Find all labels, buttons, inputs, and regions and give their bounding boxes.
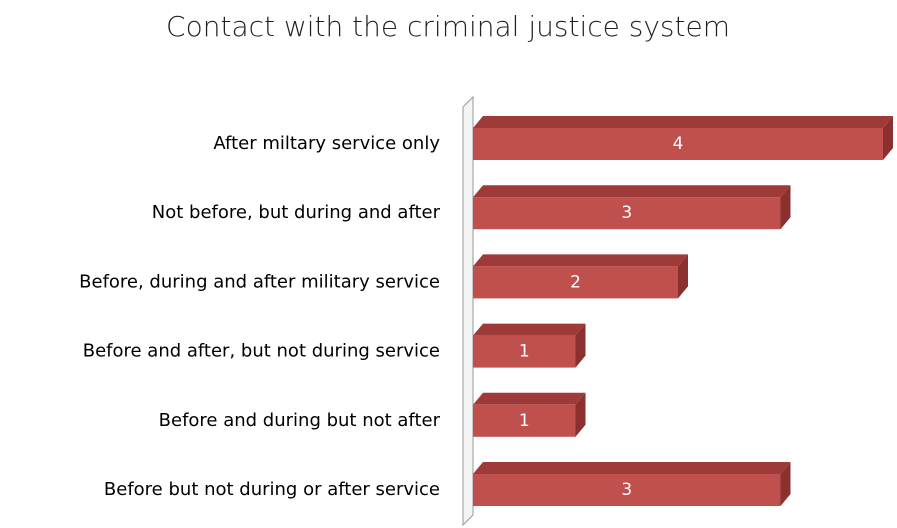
bar — [473, 392, 586, 437]
value-label: 3 — [621, 480, 632, 500]
bar — [473, 185, 791, 230]
bar-side — [575, 323, 586, 368]
bar-front — [473, 335, 576, 368]
bar-top — [473, 185, 791, 198]
bar-side — [575, 392, 586, 437]
category-label: Not before, but during and after — [152, 202, 441, 223]
bar-front — [473, 128, 883, 160]
bar-side — [780, 462, 791, 506]
bar-top — [473, 323, 586, 336]
bar — [473, 323, 586, 368]
value-label: 4 — [673, 134, 684, 154]
value-label: 1 — [519, 342, 530, 362]
category-label: Before, during and after military servic… — [79, 271, 440, 292]
bar-front — [473, 474, 781, 506]
bar-front — [473, 266, 678, 299]
value-label: 3 — [621, 203, 632, 223]
value-label: 2 — [570, 272, 581, 292]
bar-side — [678, 254, 688, 299]
chart-title: Contact with the criminal justice system — [166, 10, 730, 43]
axis-wall — [462, 95, 474, 527]
bar-front — [473, 197, 781, 230]
category-label: After miltary service only — [213, 133, 440, 154]
category-label: Before but not during or after service — [104, 479, 440, 500]
bar — [473, 254, 688, 299]
bar-top — [473, 462, 791, 474]
bar-front — [473, 404, 576, 437]
category-label: Before and during but not after — [159, 410, 441, 431]
bar-side — [780, 185, 791, 230]
bar-top — [473, 392, 586, 405]
bar-top — [473, 116, 893, 128]
value-label: 1 — [519, 411, 530, 431]
category-label: Before and after, but not during service — [83, 341, 440, 362]
bar — [473, 116, 893, 160]
bar-side — [883, 116, 893, 160]
bar-top — [473, 254, 688, 267]
bar — [473, 462, 791, 506]
